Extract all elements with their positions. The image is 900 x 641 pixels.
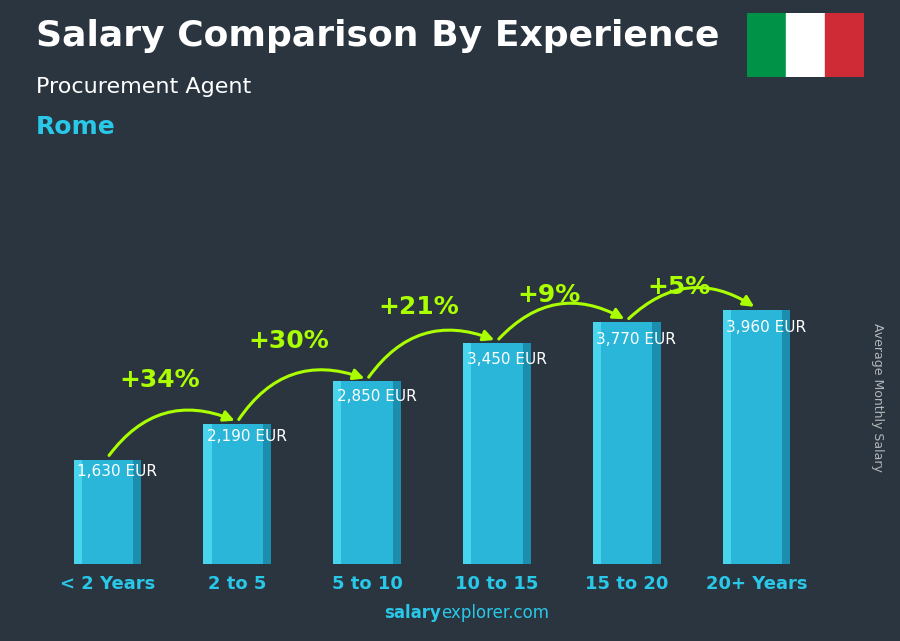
- Text: +5%: +5%: [647, 275, 710, 299]
- Bar: [74, 460, 82, 564]
- Text: 3,450 EUR: 3,450 EUR: [466, 352, 546, 367]
- Text: explorer.com: explorer.com: [441, 604, 549, 622]
- Text: Average Monthly Salary: Average Monthly Salary: [871, 323, 884, 472]
- Text: 2,190 EUR: 2,190 EUR: [207, 429, 287, 444]
- Bar: [723, 310, 731, 564]
- Bar: [786, 13, 825, 77]
- Text: +9%: +9%: [518, 283, 580, 307]
- Bar: [825, 13, 864, 77]
- Text: +30%: +30%: [248, 329, 329, 353]
- Text: 2,850 EUR: 2,850 EUR: [337, 388, 417, 404]
- Bar: [593, 322, 661, 564]
- Bar: [464, 343, 531, 564]
- Bar: [593, 322, 601, 564]
- Bar: [723, 310, 790, 564]
- Text: 1,630 EUR: 1,630 EUR: [77, 464, 157, 479]
- Text: 3,960 EUR: 3,960 EUR: [726, 320, 806, 335]
- Text: Salary Comparison By Experience: Salary Comparison By Experience: [36, 19, 719, 53]
- Bar: [392, 381, 400, 564]
- Bar: [652, 322, 661, 564]
- Bar: [523, 343, 531, 564]
- Text: +34%: +34%: [119, 368, 200, 392]
- Text: 3,770 EUR: 3,770 EUR: [597, 332, 676, 347]
- Bar: [333, 381, 400, 564]
- Bar: [133, 460, 141, 564]
- Text: +21%: +21%: [379, 295, 459, 319]
- Bar: [333, 381, 341, 564]
- Text: salary: salary: [384, 604, 441, 622]
- Bar: [74, 460, 141, 564]
- Bar: [782, 310, 790, 564]
- Text: Rome: Rome: [36, 115, 116, 139]
- Bar: [203, 424, 212, 564]
- Bar: [747, 13, 786, 77]
- Bar: [203, 424, 271, 564]
- Bar: [464, 343, 472, 564]
- Text: Procurement Agent: Procurement Agent: [36, 77, 251, 97]
- Bar: [263, 424, 271, 564]
